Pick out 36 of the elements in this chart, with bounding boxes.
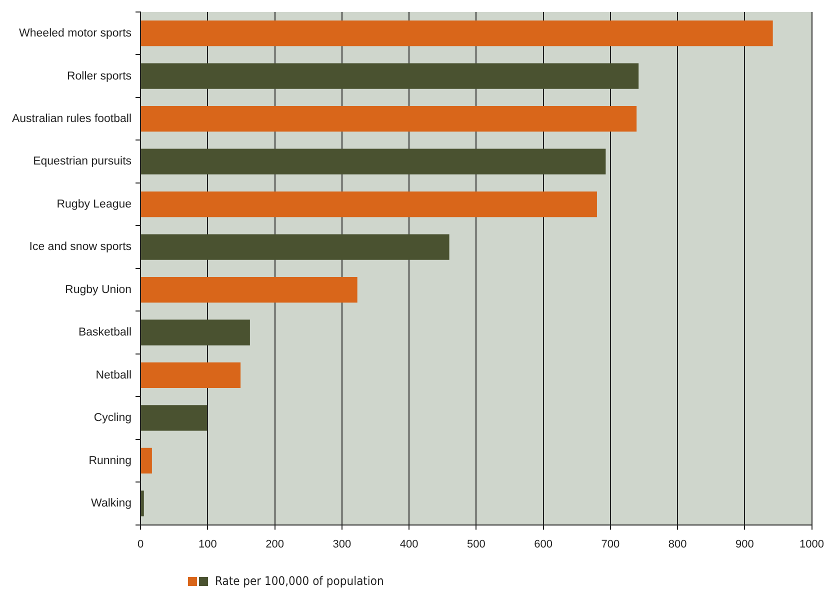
x-tick-label: 600	[534, 538, 552, 550]
bar	[141, 405, 207, 431]
y-tick-label: Ice and snow sports	[29, 241, 132, 254]
y-tick-label: Australian rules football	[12, 113, 132, 126]
y-tick-label: Walking	[91, 498, 132, 510]
y-tick-label: Netball	[96, 369, 132, 382]
y-tick-label: Basketball	[78, 326, 132, 339]
x-tick-label: 700	[601, 538, 620, 550]
x-tick-label: 100	[198, 538, 217, 550]
x-tick-label: 0	[137, 538, 144, 550]
x-tick-label: 500	[466, 538, 486, 550]
y-tick-label: Wheeled motor sports	[19, 28, 132, 40]
y-tick-label: Rugby Union	[65, 284, 132, 296]
bar	[141, 362, 241, 388]
bar	[141, 148, 606, 174]
x-tick-label: 1000	[800, 538, 824, 550]
y-tick-label: Roller sports	[66, 70, 132, 82]
x-tick-label: 300	[332, 538, 352, 550]
y-tick-label: Rugby League	[56, 198, 132, 210]
x-tick-label: 400	[400, 538, 418, 550]
bar	[141, 20, 773, 46]
legend-label: Rate per 100,000 of population	[215, 574, 384, 588]
x-tick-label: 900	[735, 538, 754, 550]
y-tick-label: Equestrian pursuits	[33, 156, 132, 168]
bar	[141, 320, 250, 346]
bar	[141, 490, 144, 516]
bar	[141, 191, 597, 218]
bar	[141, 448, 152, 474]
y-tick-label: Cycling	[94, 412, 132, 424]
bar	[141, 234, 450, 260]
bar	[141, 276, 358, 303]
bar	[141, 63, 639, 89]
bar	[141, 106, 637, 132]
x-tick-label: 800	[668, 538, 687, 550]
x-tick-label: 200	[266, 538, 284, 550]
y-tick-label: Running	[88, 454, 132, 467]
